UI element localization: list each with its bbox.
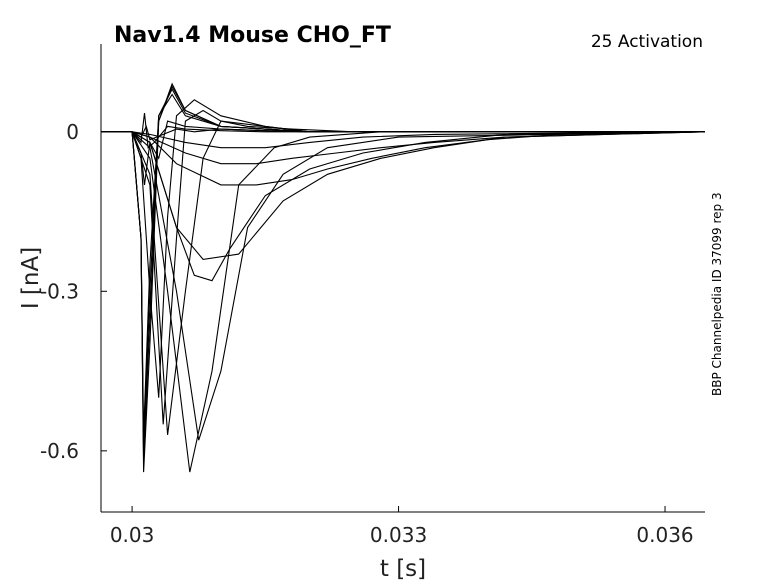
x-tick-label: 0.033 <box>370 523 427 547</box>
y-tick-label: 0 <box>66 120 79 144</box>
trace-3 <box>101 120 705 185</box>
x-axis-label: t [s] <box>380 556 426 582</box>
trace-16 <box>101 131 706 165</box>
trace-4 <box>101 82 705 473</box>
y-axis-ticks: 0 -0.3 -0.6 <box>40 120 107 463</box>
trace-11 <box>101 131 705 473</box>
trace-15 <box>101 131 706 186</box>
x-tick-label: 0.036 <box>636 523 693 547</box>
trace-7 <box>101 93 705 435</box>
x-tick-label: 0.03 <box>110 523 155 547</box>
trace-10 <box>101 120 705 435</box>
y-axis-label: I [nA] <box>18 247 44 309</box>
current-traces <box>101 82 706 473</box>
trace-17 <box>101 131 706 149</box>
trace-14 <box>101 131 706 260</box>
channelpedia-id-label: BBP Channelpedia ID 37099 rep 3 <box>710 192 724 396</box>
trace-5 <box>101 85 705 462</box>
trace-2 <box>101 113 705 149</box>
y-tick-label: -0.6 <box>40 439 79 463</box>
trace-12 <box>101 131 706 441</box>
y-tick-label: -0.3 <box>40 279 79 303</box>
chart-subtitle: 25 Activation <box>591 32 703 52</box>
chart-title: Nav1.4 Mouse CHO_FT <box>114 23 391 48</box>
x-axis-ticks: 0.03 0.033 0.036 <box>110 506 694 547</box>
